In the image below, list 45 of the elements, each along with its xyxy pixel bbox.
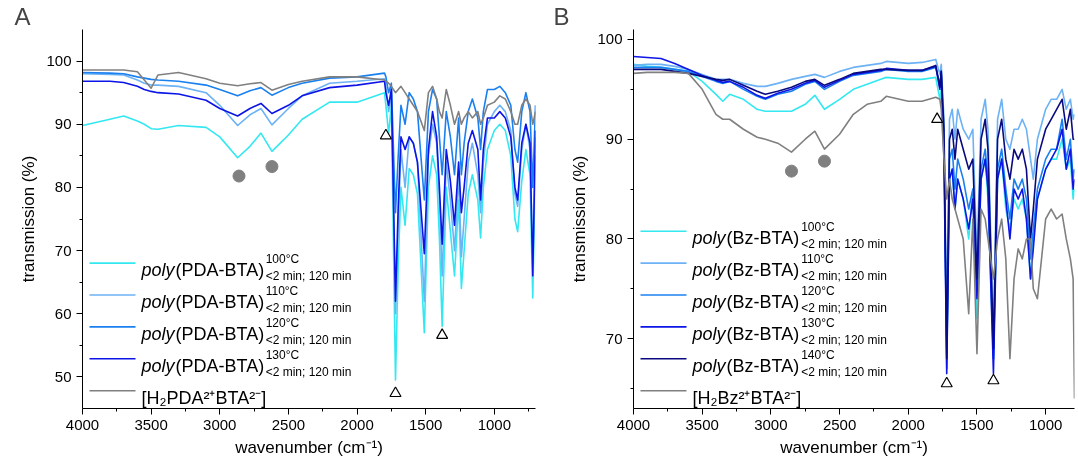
x-tick-label: 3000 — [754, 415, 788, 433]
y-tick-label: 90 — [605, 130, 623, 148]
y-tick-label: 100 — [46, 52, 72, 70]
chart-title: A — [14, 2, 31, 30]
legend-label: [H₂Bz²⁺BTA²⁻] — [692, 387, 802, 408]
y-axis-title: transmission (%) — [570, 155, 590, 283]
x-tick-label: 1000 — [477, 415, 512, 433]
point — [232, 169, 246, 183]
x-tick-label: 3500 — [134, 415, 168, 433]
point — [940, 376, 953, 388]
line-series — [82, 71, 536, 214]
x-tick-label: 4000 — [65, 415, 100, 433]
x-axis-title: wavenumber (cm⁻¹) — [779, 437, 928, 457]
x-tick-label: 2500 — [271, 415, 306, 433]
x-tick-label: 2000 — [340, 415, 374, 433]
y-tick-label: 70 — [605, 329, 623, 347]
x-tick-label: 4000 — [616, 415, 651, 433]
x-tick-label: 3500 — [685, 415, 719, 433]
legend-label: [H₂PDA²⁺BTA²⁻] — [141, 387, 267, 408]
y-tick-label: 70 — [54, 241, 72, 259]
y-tick-label: 90 — [54, 115, 72, 133]
point — [931, 112, 944, 124]
point — [389, 386, 402, 398]
point — [265, 160, 279, 174]
chart-title: B — [553, 2, 570, 30]
point — [436, 328, 449, 339]
y-axis-title: transmission (%) — [19, 155, 39, 283]
y-tick-label: 60 — [54, 304, 72, 322]
x-tick-label: 2000 — [891, 415, 925, 433]
point — [379, 128, 392, 140]
line-series — [82, 91, 536, 381]
x-tick-label: 2500 — [822, 415, 857, 433]
point — [784, 164, 798, 178]
y-tick-label: 80 — [54, 178, 72, 196]
x-tick-label: 1000 — [1028, 415, 1063, 433]
x-axis-title: wavenumber (cm⁻¹) — [234, 437, 383, 457]
y-tick-label: 50 — [54, 367, 72, 385]
y-tick-label: 80 — [605, 229, 623, 247]
y-tick-label: 100 — [597, 30, 623, 48]
x-tick-label: 3000 — [203, 415, 237, 433]
line-series — [82, 69, 536, 132]
point — [987, 373, 1000, 385]
x-tick-label: 1500 — [960, 415, 994, 433]
point — [817, 154, 831, 168]
x-tick-label: 1500 — [409, 415, 443, 433]
